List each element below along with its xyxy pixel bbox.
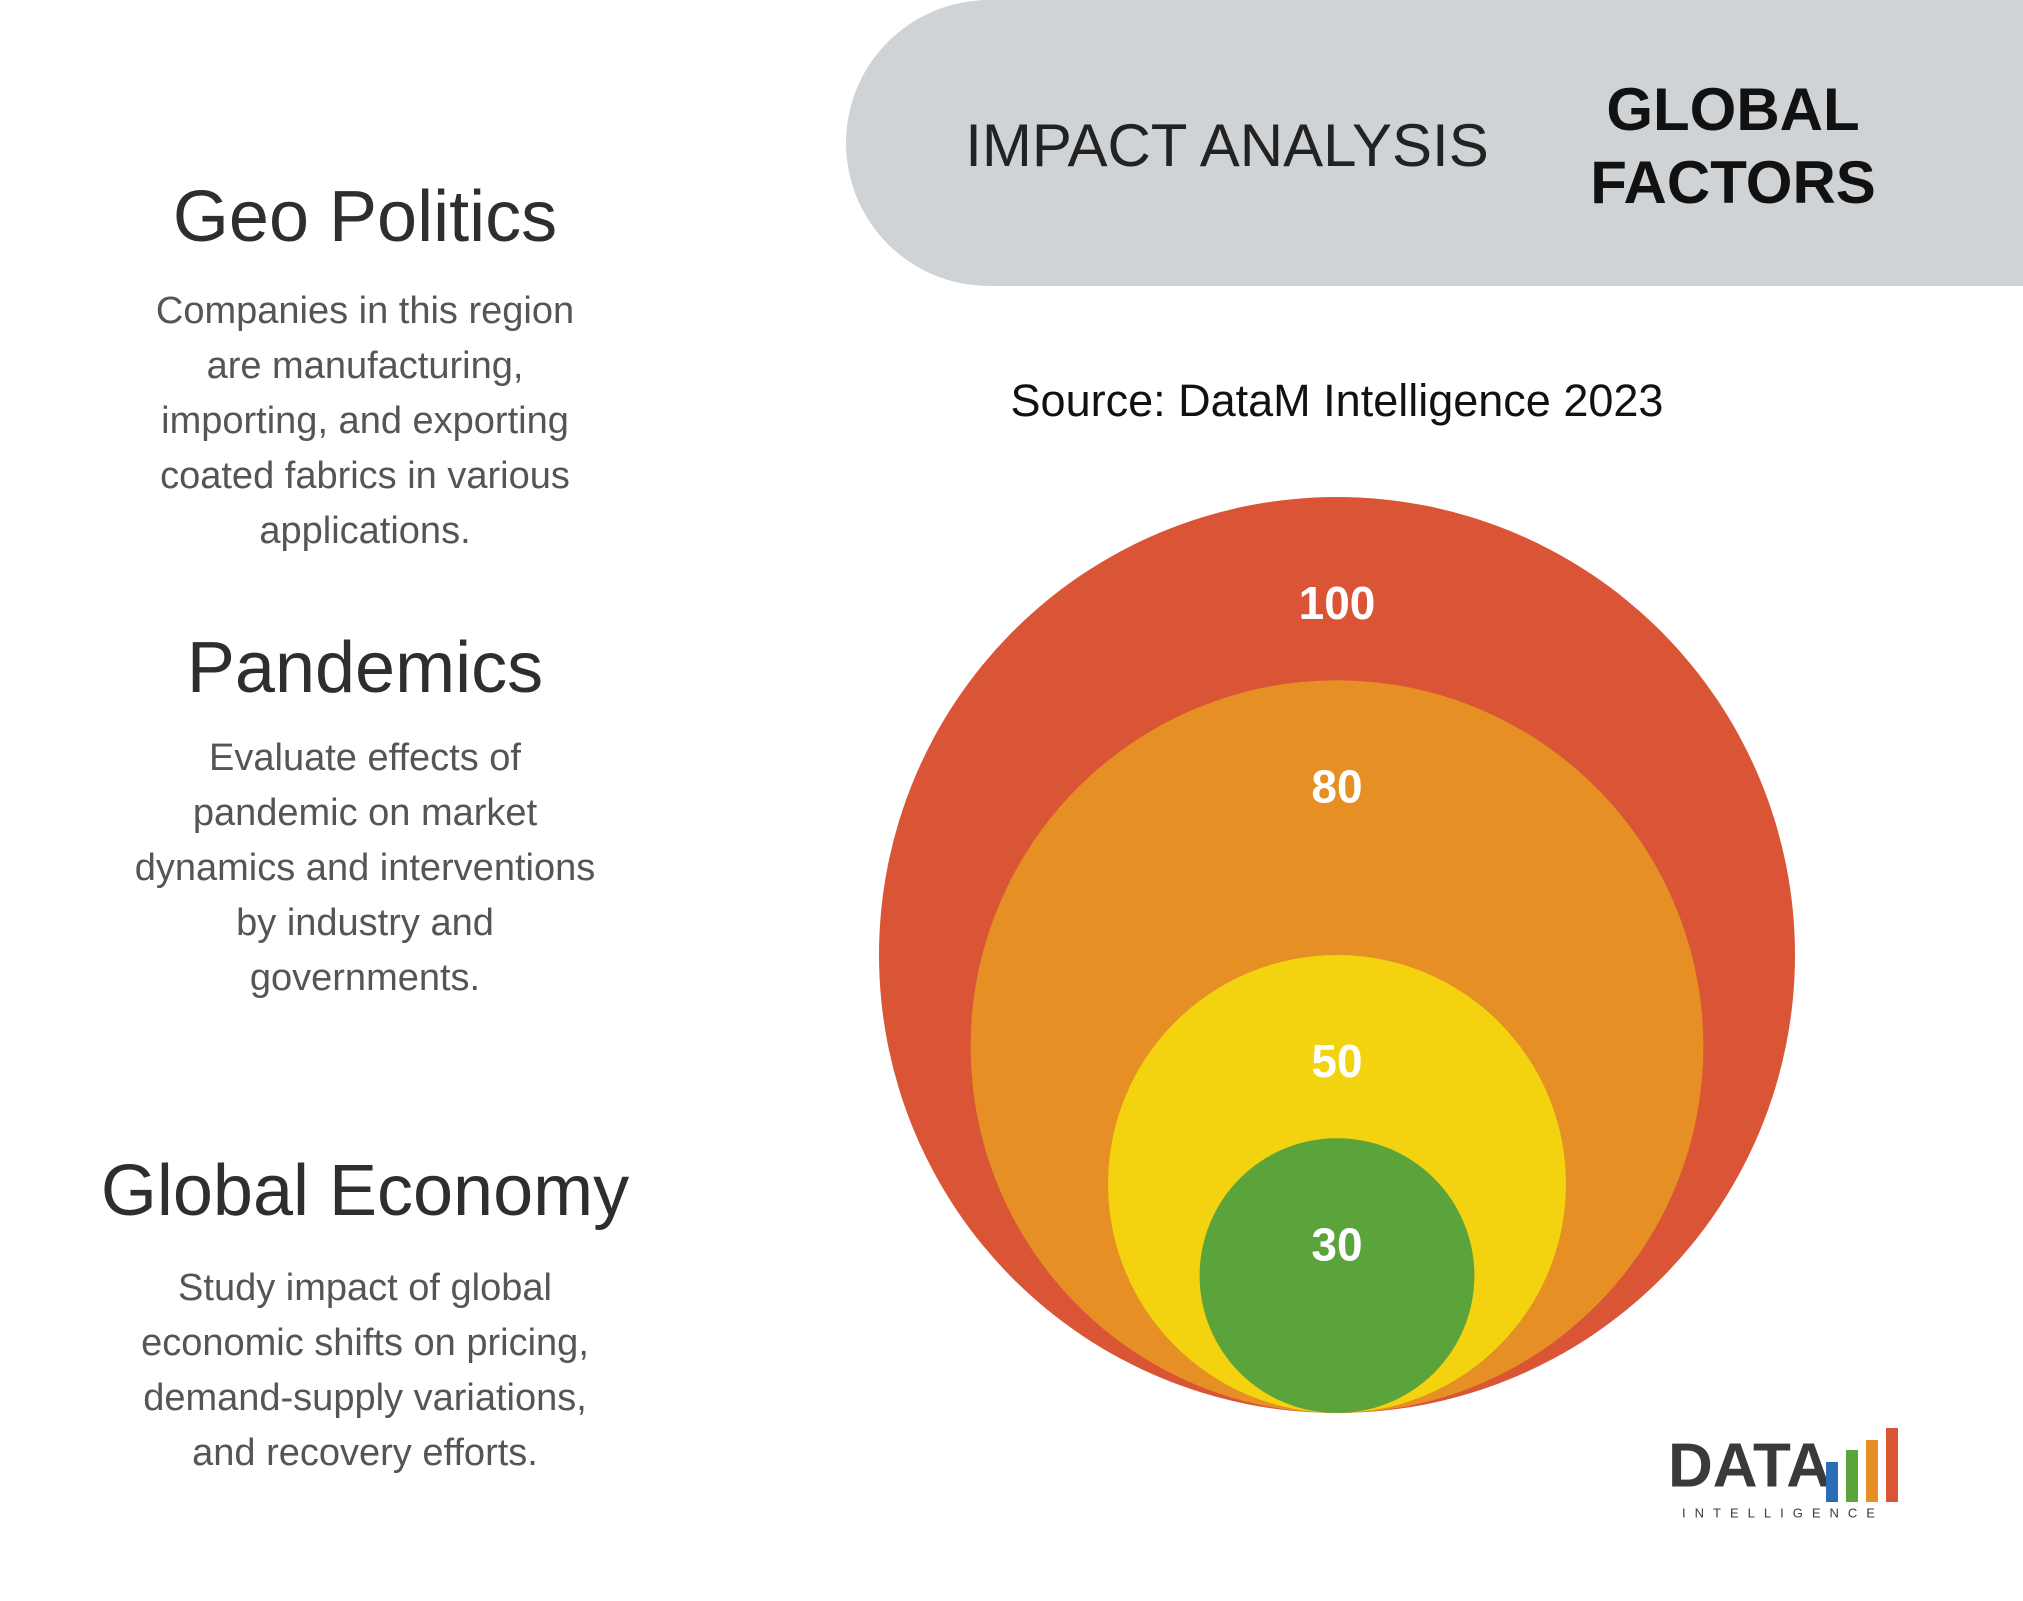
factor-body: economic shifts on pricing, [141,1322,589,1364]
logo: DATA INTELLIGENCE [1668,1428,1898,1520]
logo-bar [1886,1428,1898,1502]
factor-body: Study impact of global [178,1267,552,1309]
ring-label: 50 [1311,1035,1362,1087]
factor-title: Global Economy [101,1151,629,1231]
ring-label: 30 [1311,1218,1362,1270]
factor-body: governments. [250,957,480,999]
factor-body: by industry and [236,902,494,944]
factor-body: pandemic on market [193,792,538,834]
logo-bar [1846,1450,1858,1502]
factor-body: applications. [259,510,470,552]
factor-body: coated fabrics in various [160,455,570,497]
factor-body: Evaluate effects of [209,737,521,779]
ring [1199,1138,1475,1413]
header-badge: GLOBAL [1606,76,1859,143]
factor-title: Pandemics [187,628,543,708]
factor-body: dynamics and interventions [135,847,595,889]
factor-title: Geo Politics [173,177,557,257]
logo-bar [1826,1462,1838,1502]
logo-subtext: INTELLIGENCE [1682,1505,1884,1520]
header-pill [846,0,2023,286]
factor-body: importing, and exporting [161,400,569,442]
ring-label: 80 [1311,760,1362,812]
factor-body: are manufacturing, [207,345,524,387]
factor-body: Companies in this region [156,290,574,332]
header-badge: FACTORS [1590,149,1876,216]
factor-body: demand-supply variations, [143,1377,587,1419]
header-title: IMPACT ANALYSIS [965,112,1489,179]
logo-bar [1866,1440,1878,1502]
logo-text: DATA [1668,1431,1831,1500]
factor-body: and recovery efforts. [192,1432,538,1474]
ring-label: 100 [1299,577,1376,629]
source: Source: DataM Intelligence 2023 [1011,375,1664,426]
